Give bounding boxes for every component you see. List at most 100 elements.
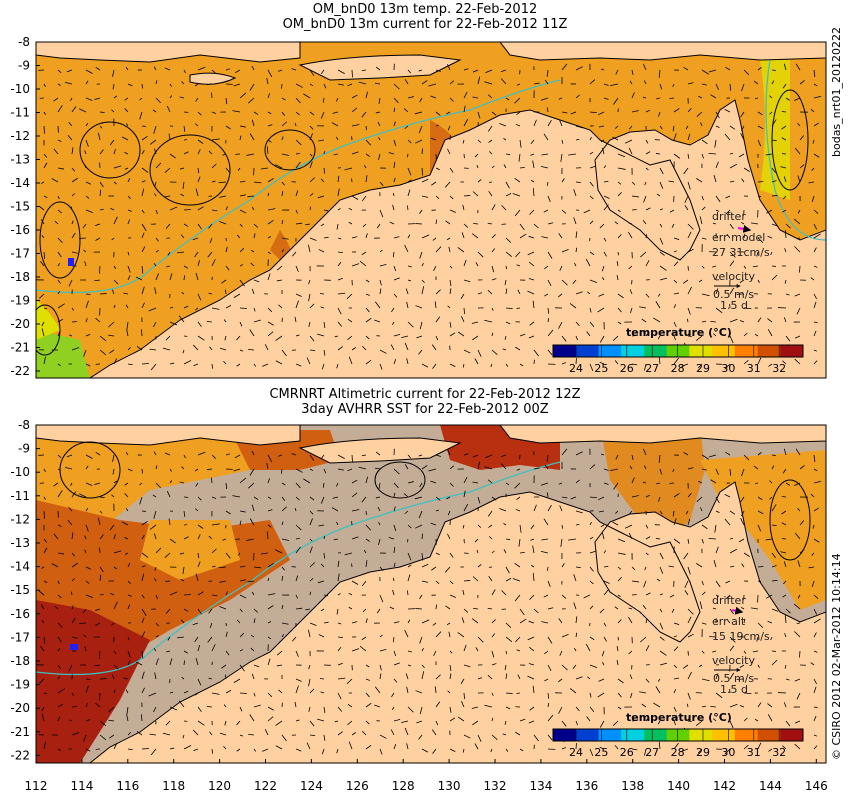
bottom-sst-north — [36, 425, 300, 530]
current-vector — [484, 466, 493, 470]
current-vector — [407, 481, 414, 484]
current-vector — [57, 262, 61, 267]
current-vector — [321, 363, 325, 370]
current-vector — [321, 748, 325, 755]
colorbar-segment — [621, 345, 645, 357]
current-vector — [113, 181, 117, 185]
current-vector — [643, 63, 647, 71]
current-vector — [317, 195, 325, 199]
current-vector — [430, 522, 437, 526]
current-vector — [361, 195, 367, 202]
current-vector — [435, 604, 438, 610]
current-vector — [309, 349, 316, 352]
current-vector — [602, 532, 605, 540]
current-vector — [181, 81, 185, 85]
current-vector — [407, 321, 414, 328]
current-vector — [435, 69, 441, 72]
lon-axis: 112 114 116 118 120 122 124 126 128 130 132 134 136 1… — [25, 759, 828, 793]
current-vector — [295, 293, 302, 297]
current-vector — [155, 622, 159, 627]
current-vector — [126, 714, 129, 722]
current-vector — [281, 468, 283, 474]
current-vector — [71, 692, 75, 696]
current-vector — [207, 636, 213, 643]
current-vector — [515, 636, 521, 643]
current-vector — [813, 209, 819, 214]
current-vector — [260, 167, 269, 170]
current-vector — [544, 265, 549, 270]
current-vector — [85, 181, 92, 185]
current-vector — [347, 703, 353, 708]
current-vector — [181, 676, 185, 680]
current-vector — [558, 321, 563, 329]
current-vector — [811, 195, 815, 203]
current-vector — [628, 231, 633, 239]
current-vector — [757, 524, 762, 532]
current-vector — [447, 125, 451, 131]
current-vector — [783, 702, 787, 708]
colorbar-tick-label: 27 — [645, 362, 659, 375]
current-vector — [741, 222, 745, 225]
current-vector — [813, 301, 817, 309]
current-vector — [379, 181, 384, 186]
current-vector — [645, 592, 651, 596]
current-vector — [179, 96, 185, 99]
current-vector — [291, 251, 297, 257]
current-vector — [414, 111, 423, 115]
current-vector — [237, 552, 241, 556]
current-vector — [125, 66, 129, 71]
lat-tick-label: -8 — [18, 35, 30, 49]
current-vector — [743, 618, 746, 624]
current-vector — [141, 573, 145, 582]
current-vector — [463, 734, 471, 739]
colorbar-segment — [689, 729, 713, 741]
current-vector — [388, 537, 395, 540]
current-vector — [643, 465, 647, 470]
current-vector — [505, 482, 510, 486]
current-vector — [239, 579, 247, 582]
current-vector — [405, 288, 409, 295]
current-vector — [99, 149, 104, 155]
current-vector — [530, 524, 535, 530]
current-vector — [681, 748, 689, 752]
current-vector — [71, 106, 77, 113]
current-vector — [725, 451, 731, 456]
current-vector — [644, 566, 647, 571]
current-vector — [374, 467, 381, 470]
current-vector — [532, 685, 535, 694]
current-vector — [70, 482, 73, 486]
current-vector — [267, 658, 271, 666]
current-vector — [239, 209, 247, 214]
current-vector — [85, 465, 89, 470]
current-vector — [197, 335, 205, 341]
current-vector — [141, 468, 143, 474]
top-title-2: OM_bnD0 13m current for 22-Feb-2012 11Z — [282, 17, 568, 32]
current-vector — [262, 748, 269, 752]
current-vector — [219, 732, 227, 736]
current-vector — [421, 178, 429, 183]
current-vector — [491, 332, 494, 337]
current-vector — [68, 664, 73, 672]
current-vector — [698, 279, 703, 283]
current-vector — [617, 594, 621, 597]
current-vector — [435, 720, 439, 726]
current-vector — [673, 538, 681, 544]
current-vector — [715, 510, 720, 513]
current-vector — [681, 363, 689, 367]
current-vector — [421, 167, 424, 176]
current-vector — [449, 717, 456, 722]
current-vector — [628, 616, 633, 624]
current-vector — [799, 265, 801, 273]
current-vector — [337, 662, 343, 666]
current-vector — [514, 97, 521, 104]
current-vector — [561, 720, 567, 727]
top-drifter-label: drifter — [712, 210, 746, 223]
current-vector — [361, 496, 367, 503]
current-vector — [376, 608, 381, 614]
current-vector — [616, 260, 619, 267]
current-vector — [477, 349, 482, 357]
current-vector — [645, 678, 650, 683]
current-vector — [477, 461, 481, 470]
current-vector — [445, 605, 451, 610]
current-vector — [404, 342, 409, 351]
